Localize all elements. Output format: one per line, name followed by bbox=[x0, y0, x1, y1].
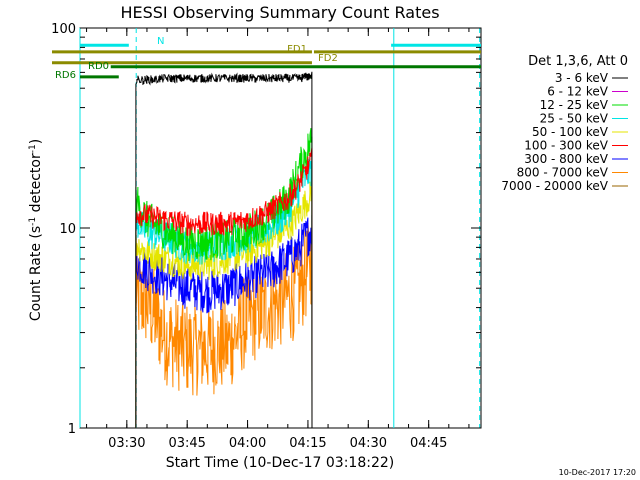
legend-label: 7000 - 20000 keV bbox=[501, 179, 608, 193]
x-tick-label: 03:30 bbox=[108, 436, 145, 451]
x-axis: 03:30 03:45 04:00 04:15 04:30 04:45 bbox=[86, 28, 470, 451]
legend-label: 300 - 800 keV bbox=[524, 152, 608, 166]
status-bar-label: FD1 bbox=[287, 44, 307, 55]
y-axis: 1 10 100 bbox=[51, 22, 481, 437]
y-tick-label: 100 bbox=[51, 22, 76, 37]
x-tick-label: 04:45 bbox=[410, 436, 447, 451]
legend-label: 100 - 300 keV bbox=[524, 139, 608, 153]
legend-label: 12 - 25 keV bbox=[540, 98, 609, 112]
legend-label: 25 - 50 keV bbox=[540, 112, 609, 126]
legend-label: 3 - 6 keV bbox=[555, 71, 609, 85]
series-line bbox=[135, 147, 313, 429]
x-tick-label: 03:45 bbox=[168, 436, 205, 451]
x-tick-label: 04:00 bbox=[229, 436, 266, 451]
status-bar-label: RD0 bbox=[88, 61, 109, 72]
x-tick-label: 04:15 bbox=[289, 436, 326, 451]
series-line bbox=[135, 222, 313, 429]
y-tick-label: 1 bbox=[68, 422, 76, 437]
series-lines bbox=[135, 71, 313, 429]
x-axis-label: Start Time (10-Dec-17 03:18:22) bbox=[166, 455, 394, 471]
legend-label: 50 - 100 keV bbox=[532, 125, 609, 139]
status-bar-label: N bbox=[157, 36, 164, 47]
y-tick-label: 10 bbox=[59, 222, 76, 237]
chart-title: HESSI Observing Summary Count Rates bbox=[120, 3, 439, 22]
date-stamp: 10-Dec-2017 17:20 bbox=[559, 468, 636, 477]
status-bar-label: FD2 bbox=[318, 53, 338, 64]
legend-label: 6 - 12 keV bbox=[547, 85, 609, 99]
series-line bbox=[135, 128, 313, 429]
series-line bbox=[135, 71, 313, 429]
status-bar-label: RD6 bbox=[55, 70, 76, 81]
y-axis-label: Count Rate (s-1 detector-1) bbox=[28, 139, 44, 321]
legend-label: 800 - 7000 keV bbox=[517, 166, 609, 180]
x-tick-label: 04:30 bbox=[350, 436, 387, 451]
legend-header: Det 1,3,6, Att 0 bbox=[528, 54, 628, 69]
status-bars: N FD1 FD2 RD0 RD6 bbox=[52, 36, 481, 81]
series-line bbox=[135, 215, 313, 429]
